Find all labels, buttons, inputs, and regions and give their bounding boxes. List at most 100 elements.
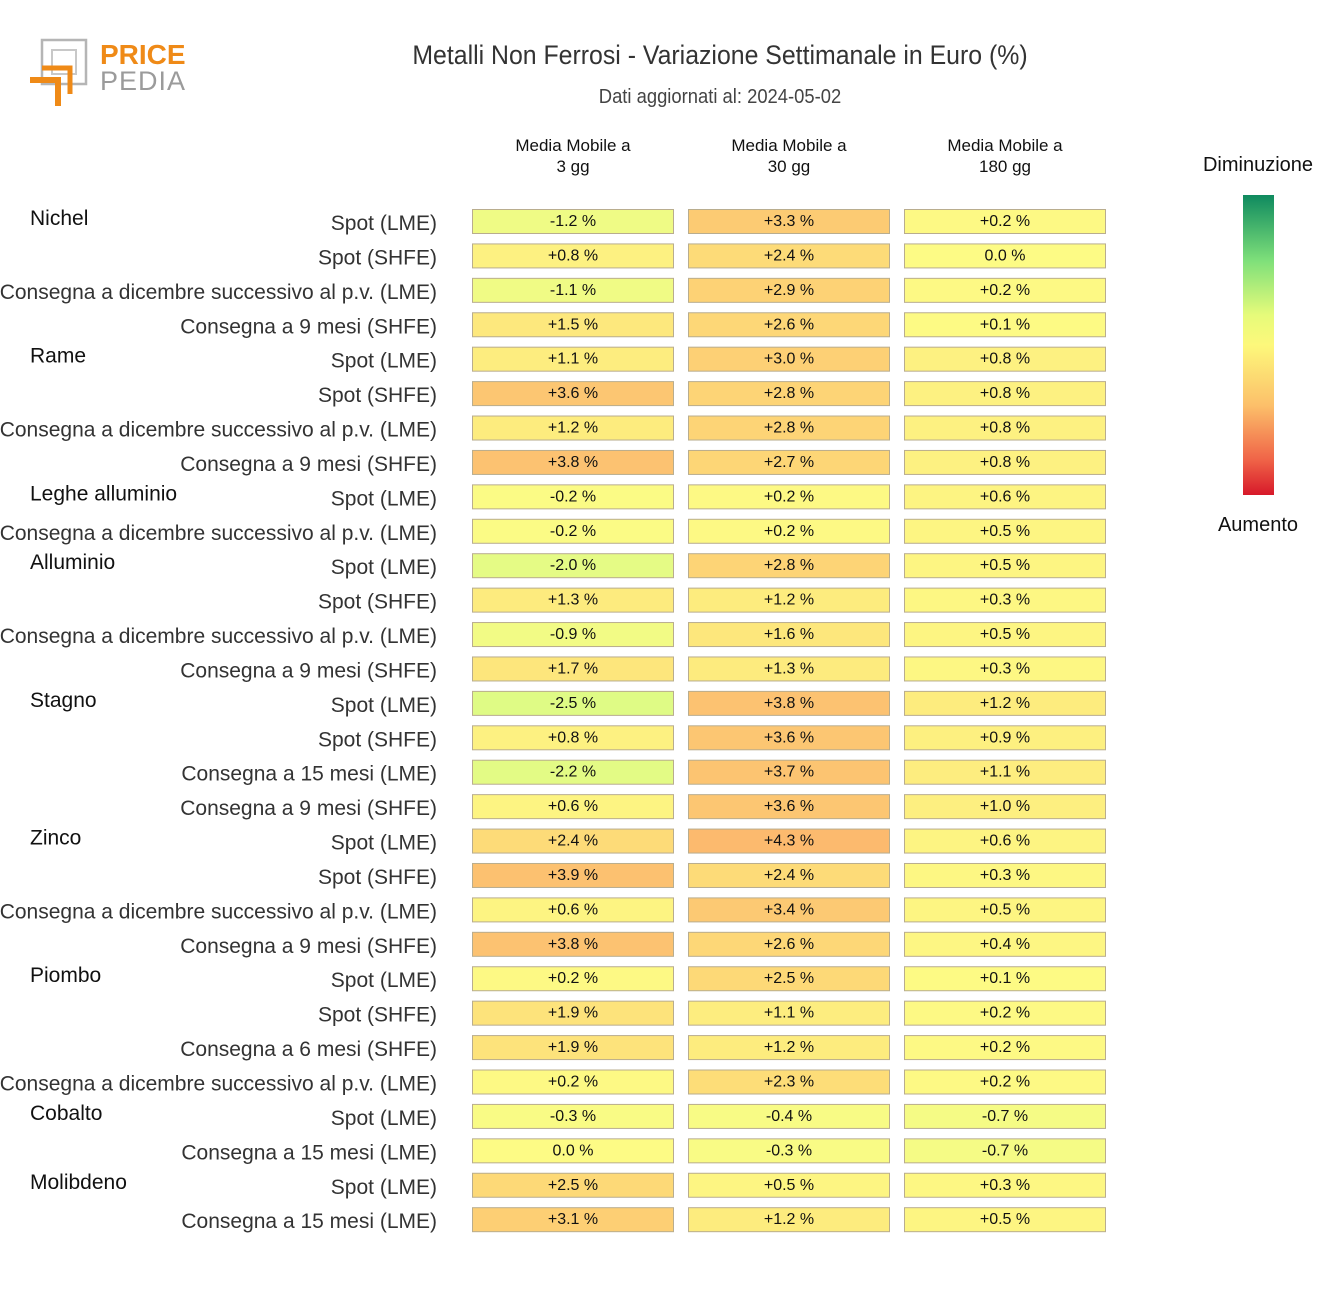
heatmap-cell [472,725,674,751]
heatmap-cell [688,449,890,475]
heatmap-cell [688,897,890,923]
heatmap-cell [472,518,674,544]
heatmap-cell [688,690,890,716]
heatmap-cell [904,243,1106,269]
cell-value-label: +0.3 % [980,1177,1030,1194]
cell-value-label: +0.8 % [980,454,1030,471]
cell-value-label: +1.3 % [548,592,598,609]
row-label: Spot (SHFE) [318,866,437,889]
cell-value-label: +2.4 % [764,867,814,884]
heatmap-cell [688,1172,890,1198]
heatmap-cell [904,312,1106,338]
cell-value-label: -0.2 % [550,523,596,540]
cell-value-label: +0.9 % [980,729,1030,746]
heatmap-cell [472,759,674,785]
heatmap-cell [904,897,1106,923]
cell-value-label: +1.3 % [764,660,814,677]
heatmap-cell [472,1000,674,1026]
heatmap-cell [904,725,1106,751]
heatmap-cell [904,1207,1106,1233]
row-label: Consegna a 15 mesi (LME) [181,763,437,786]
heatmap-cell [904,484,1106,510]
row-label: Spot (LME) [331,212,437,235]
cell-value-label: +3.3 % [764,213,814,230]
heatmap-cell [688,381,890,407]
heatmap-cell [472,828,674,854]
heatmap-cell [688,1000,890,1026]
heatmap-cell [472,381,674,407]
heatmap-cell [688,828,890,854]
cell-value-label: +2.6 % [764,936,814,953]
cell-value-label: 0.0 % [985,247,1026,264]
heatmap-cell [688,1207,890,1233]
heatmap-cell [472,966,674,992]
cell-value-label: +3.8 % [548,936,598,953]
cell-value-label: +0.1 % [980,316,1030,333]
cell-value-label: +0.6 % [980,488,1030,505]
group-label: Cobalto [30,1102,102,1125]
heatmap-cell [688,931,890,957]
cell-value-label: +0.2 % [548,1074,598,1091]
group-label: Stagno [30,689,97,712]
heatmap-cell [472,415,674,441]
cell-value-label: +2.8 % [764,420,814,437]
cell-value-label: +1.0 % [980,798,1030,815]
heatmap-cell [904,1103,1106,1129]
cell-value-label: +2.9 % [764,282,814,299]
chart-subtitle: Dati aggiornati al: 2024-05-02 [598,86,842,108]
heatmap-cell [472,553,674,579]
cell-value-label: +2.6 % [764,316,814,333]
heatmap-cell [688,656,890,682]
heatmap-cell [688,312,890,338]
heatmap-cell [904,209,1106,234]
heatmap-cell [472,484,674,510]
heatmap-cell [904,862,1106,888]
heatmap-cell [688,794,890,820]
heatmap-cell [904,346,1106,372]
heatmap-cell [904,966,1106,992]
heatmap-cell [472,1035,674,1061]
cell-value-label: +0.5 % [980,523,1030,540]
cell-value-label: +1.1 % [764,1005,814,1022]
heatmap-cell [472,897,674,923]
cell-value-label: -1.2 % [550,213,596,230]
cell-value-label: +0.3 % [980,867,1030,884]
cell-value-label: -0.2 % [550,488,596,505]
cell-value-label: +1.2 % [764,592,814,609]
cell-value-label: +0.2 % [980,1039,1030,1056]
heatmap-cell [688,243,890,269]
cell-value-label: +0.8 % [548,729,598,746]
row-label: Consegna a 9 mesi (SHFE) [180,315,437,338]
row-label: Consegna a 15 mesi (LME) [181,1141,437,1164]
cell-value-label: +0.5 % [980,901,1030,918]
row-label: Consegna a dicembre successivo al p.v. (… [0,1073,437,1096]
heatmap-cell [904,449,1106,475]
cell-value-label: +0.8 % [548,247,598,264]
heatmap-cell [472,931,674,957]
heatmap-cell [904,518,1106,544]
heatmap-cell [904,794,1106,820]
cell-value-label: +2.4 % [764,247,814,264]
heatmap-cell [688,1035,890,1061]
column-header-180gg: Media Mobile a 180 gg [947,136,1063,176]
cell-value-label: +0.5 % [980,1211,1030,1228]
cell-value-label: +0.5 % [764,1177,814,1194]
legend-bottom-label: Aumento [1217,514,1299,536]
heatmap-cell [904,415,1106,441]
row-label: Spot (LME) [331,1176,437,1199]
cell-value-label: 0.0 % [553,1142,594,1159]
heatmap-cell [904,1000,1106,1026]
row-label: Spot (LME) [331,556,437,579]
group-label: Rame [30,345,86,368]
heatmap-cell [904,587,1106,613]
row-label: Consegna a 6 mesi (SHFE) [180,1038,437,1061]
cell-value-label: +3.7 % [764,764,814,781]
heatmap-cell [688,209,890,234]
row-label: Consegna a dicembre successivo al p.v. (… [0,625,437,648]
svg-text:PEDIA: PEDIA [100,66,186,96]
heatmap-cell [472,449,674,475]
row-label: Spot (LME) [331,487,437,510]
heatmap-cell [904,931,1106,957]
cell-value-label: +0.2 % [764,523,814,540]
heatmap-cell [688,518,890,544]
